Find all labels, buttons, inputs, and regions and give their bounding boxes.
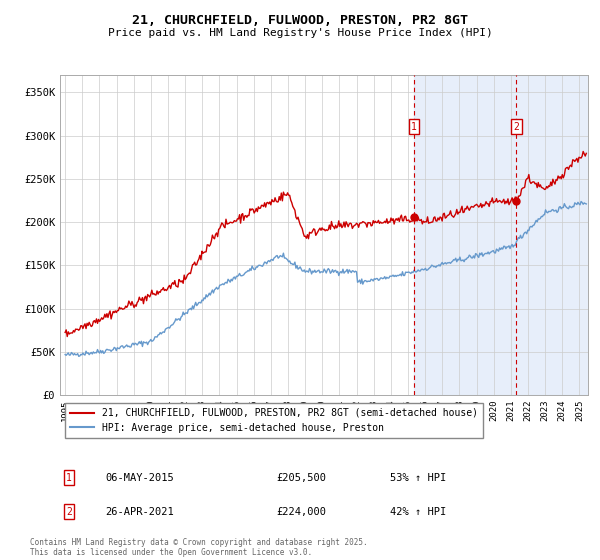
Text: 06-MAY-2015: 06-MAY-2015 [105, 473, 174, 483]
Text: £205,500: £205,500 [276, 473, 326, 483]
Bar [414, 75, 600, 395]
Text: 42% ↑ HPI: 42% ↑ HPI [390, 507, 446, 516]
Text: Contains HM Land Registry data © Crown copyright and database right 2025.
This d: Contains HM Land Registry data © Crown c… [30, 538, 368, 557]
Text: Price paid vs. HM Land Registry's House Price Index (HPI): Price paid vs. HM Land Registry's House … [107, 28, 493, 38]
Text: 2: 2 [66, 507, 72, 516]
Text: 1: 1 [66, 473, 72, 483]
Text: 1: 1 [411, 122, 417, 132]
Text: 21, CHURCHFIELD, FULWOOD, PRESTON, PR2 8GT: 21, CHURCHFIELD, FULWOOD, PRESTON, PR2 8… [132, 14, 468, 27]
Text: £224,000: £224,000 [276, 507, 326, 516]
Text: 26-APR-2021: 26-APR-2021 [105, 507, 174, 516]
Text: 53% ↑ HPI: 53% ↑ HPI [390, 473, 446, 483]
Text: 2: 2 [514, 122, 519, 132]
Legend: 21, CHURCHFIELD, FULWOOD, PRESTON, PR2 8GT (semi-detached house), HPI: Average p: 21, CHURCHFIELD, FULWOOD, PRESTON, PR2 8… [65, 403, 482, 438]
